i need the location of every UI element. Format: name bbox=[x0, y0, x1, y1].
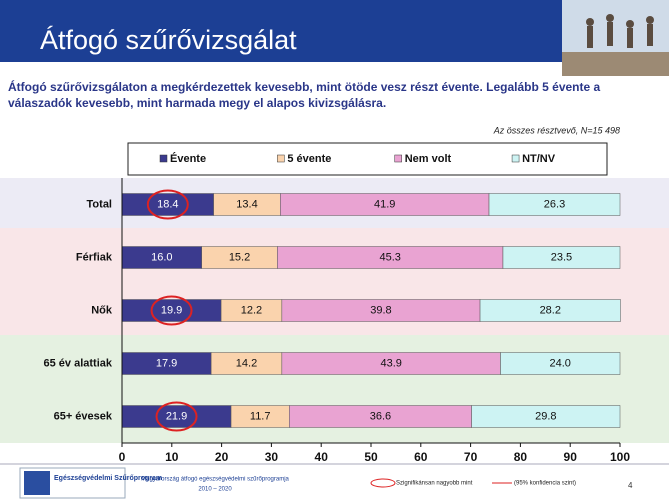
value-label: 15.2 bbox=[229, 251, 250, 263]
value-label: 29.8 bbox=[535, 410, 556, 422]
legend-box bbox=[127, 142, 608, 176]
value-label: 21.9 bbox=[166, 410, 187, 422]
value-label: 16.0 bbox=[151, 251, 172, 263]
value-label: 11.7 bbox=[250, 410, 271, 422]
title: Átfogó szűrővizsgálat bbox=[40, 25, 297, 55]
x-tick-label: 50 bbox=[364, 450, 378, 464]
subtitle: Átfogó szűrővizsgálaton a megkérdezettek… bbox=[8, 79, 601, 94]
confidence-legend: (95% konfidencia szint) bbox=[514, 481, 576, 487]
highlight-key bbox=[370, 478, 396, 488]
significance-circle bbox=[146, 189, 189, 220]
value-label: 23.5 bbox=[551, 251, 572, 263]
legend-swatch bbox=[159, 154, 168, 163]
category-label: Férfiak bbox=[76, 251, 113, 263]
photo-people bbox=[586, 14, 654, 48]
bar-segment bbox=[488, 193, 621, 216]
x-tick-label: 60 bbox=[414, 450, 428, 464]
plot: Évente 5 évente Nem volt NT/NV Total 18.4 13.4… bbox=[44, 152, 631, 464]
legend-swatch bbox=[394, 154, 402, 163]
x-tick-label: 30 bbox=[265, 450, 279, 464]
significance-circle bbox=[150, 295, 193, 326]
x-tick-label: 40 bbox=[315, 450, 329, 464]
value-label: 17.9 bbox=[156, 357, 177, 369]
footer-years: 2010 – 2020 bbox=[198, 487, 232, 493]
x-tick-label: 90 bbox=[564, 450, 578, 464]
subtitle: válaszadók kevesebb, mint harmada megy e… bbox=[8, 96, 386, 110]
value-label: 19.9 bbox=[161, 304, 182, 316]
highlight-legend: Szignifikánsan nagyobb mint bbox=[396, 481, 473, 487]
value-label: 36.6 bbox=[370, 410, 391, 422]
footer-program: Magyarország átfogó egészségvédelmi szűr… bbox=[141, 477, 289, 483]
legend-label: Évente bbox=[170, 152, 206, 165]
value-label: 39.8 bbox=[370, 304, 391, 316]
header-band bbox=[0, 0, 562, 62]
legend-swatch bbox=[511, 154, 520, 163]
legend-label: NT/NV bbox=[522, 153, 556, 165]
value-label: 13.4 bbox=[236, 198, 257, 210]
category-label: 65+ évesek bbox=[54, 410, 113, 422]
legend-label: Nem volt bbox=[405, 153, 452, 165]
significance-circle bbox=[155, 401, 198, 432]
value-label: 14.2 bbox=[236, 357, 257, 369]
category-label: 65 év alattiak bbox=[44, 357, 113, 369]
logo-text: Egészségvédelmi Szűrőprogram bbox=[54, 475, 162, 482]
value-label: 18.4 bbox=[157, 198, 178, 210]
bar-segment bbox=[500, 352, 621, 375]
bar-segment bbox=[471, 405, 621, 428]
x-tick-label: 10 bbox=[165, 450, 179, 464]
note: Az összes résztvevő, N=15 498 bbox=[493, 125, 620, 135]
value-label: 28.2 bbox=[540, 304, 561, 316]
legend-swatch bbox=[277, 154, 285, 163]
bar-segment bbox=[502, 246, 621, 269]
value-label: 41.9 bbox=[374, 198, 395, 210]
bar-segment bbox=[479, 299, 621, 322]
eu-flag bbox=[24, 471, 50, 495]
category-label: Nők bbox=[91, 304, 113, 316]
value-label: 24.0 bbox=[550, 357, 571, 369]
value-label: 12.2 bbox=[241, 304, 262, 316]
value-label: 43.9 bbox=[380, 357, 401, 369]
legend-label: 5 évente bbox=[287, 153, 331, 165]
category-label: Total bbox=[87, 198, 112, 210]
x-tick-label: 100 bbox=[610, 450, 630, 464]
page-number: 4 bbox=[628, 481, 633, 490]
x-tick-label: 0 bbox=[119, 450, 126, 464]
value-label: 45.3 bbox=[379, 251, 400, 263]
x-tick-label: 70 bbox=[464, 450, 478, 464]
x-tick-label: 80 bbox=[514, 450, 528, 464]
x-tick-label: 20 bbox=[215, 450, 229, 464]
value-label: 26.3 bbox=[544, 198, 565, 210]
photo-ground bbox=[562, 52, 669, 76]
